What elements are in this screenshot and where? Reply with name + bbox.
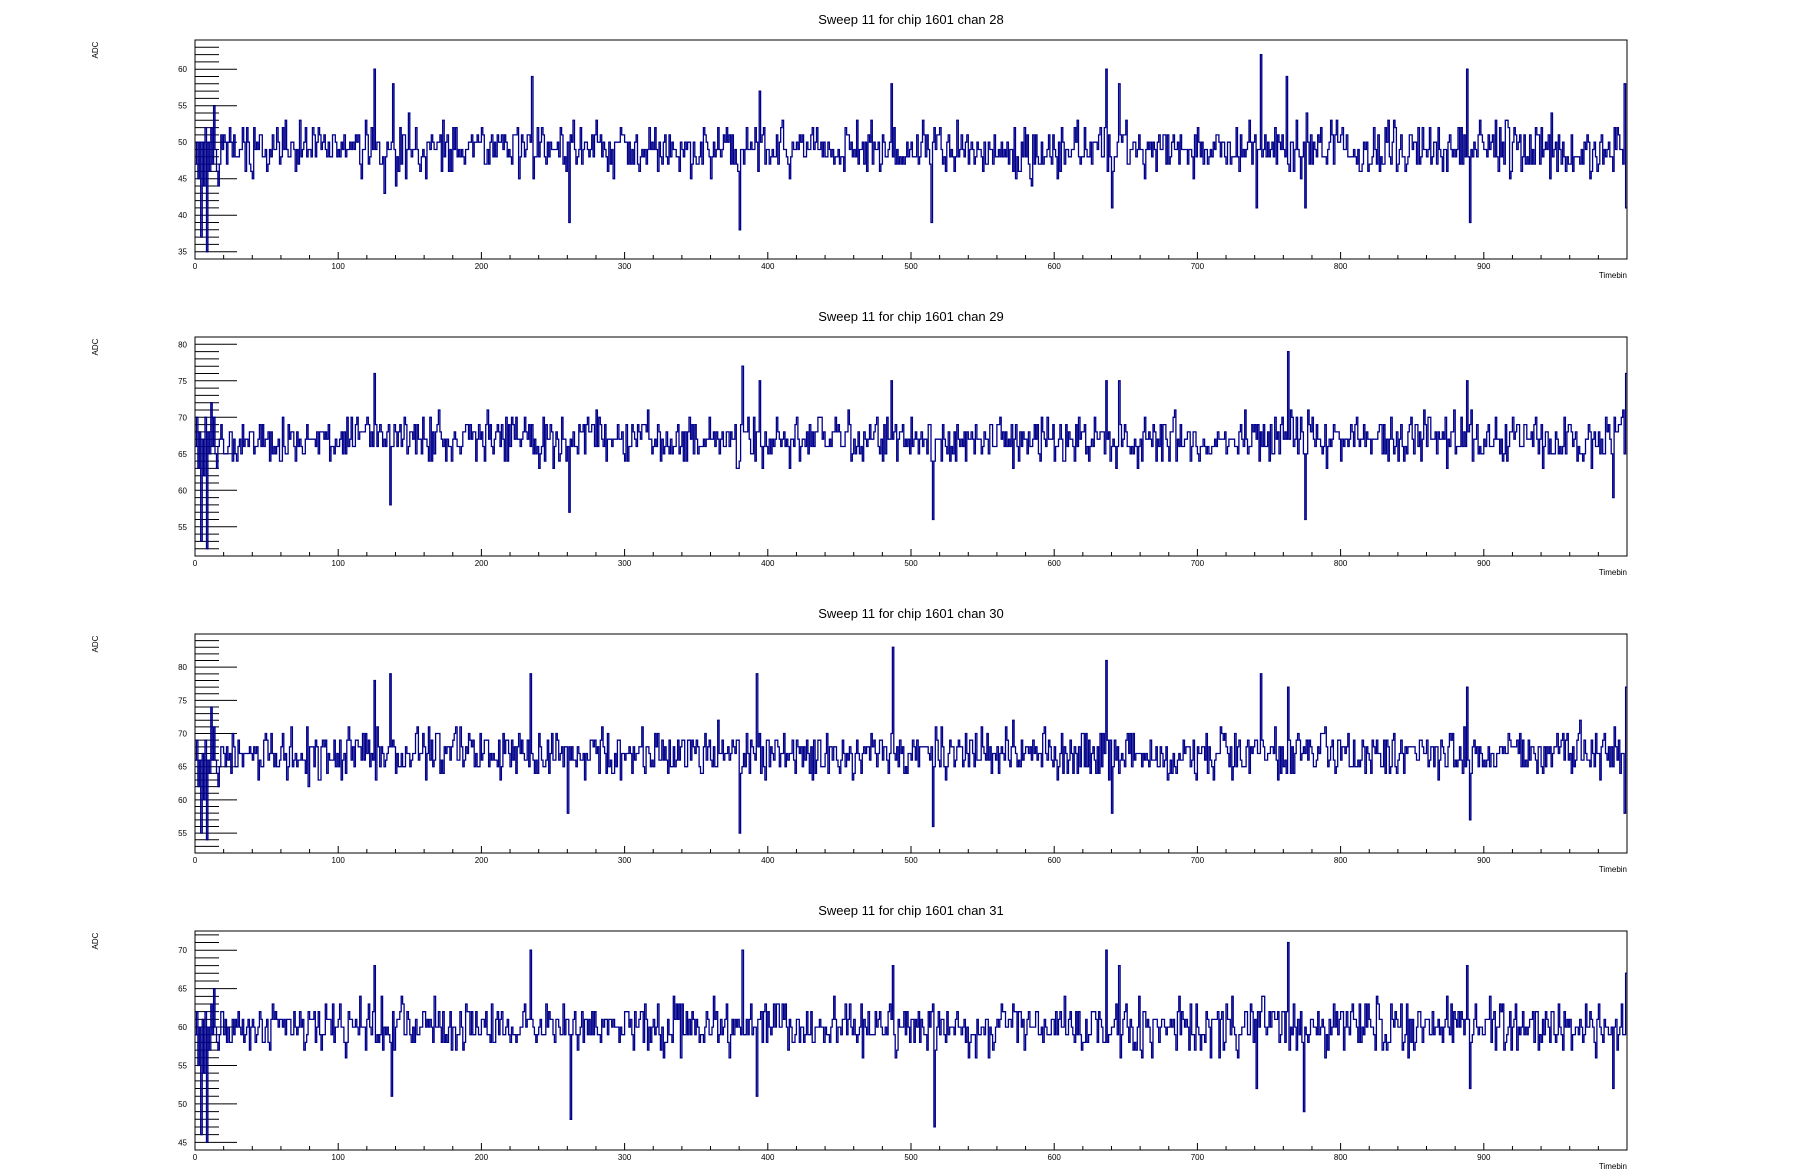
x-tick-label: 200 [475, 856, 489, 865]
y-tick-label: 45 [178, 1138, 187, 1147]
y-tick-label: 70 [178, 413, 187, 422]
x-tick-label: 600 [1048, 559, 1062, 568]
x-tick-label: 0 [193, 559, 198, 568]
y-tick-label: 50 [178, 138, 187, 147]
y-tick-label: 50 [178, 1100, 187, 1109]
x-tick-label: 800 [1334, 1153, 1348, 1162]
y-tick-label: 65 [178, 450, 187, 459]
x-tick-label: 200 [475, 559, 489, 568]
x-tick-label: 0 [193, 262, 198, 271]
y-tick-label: 80 [178, 663, 187, 672]
x-tick-label: 100 [332, 856, 346, 865]
x-tick-label: 400 [761, 262, 775, 271]
x-tick-label: 800 [1334, 559, 1348, 568]
x-axis-label: Timebin [1599, 568, 1627, 577]
x-tick-label: 700 [1191, 856, 1205, 865]
chart-title: Sweep 11 for chip 1601 chan 31 [818, 903, 1004, 918]
y-axis-label: ADC [91, 635, 100, 652]
x-tick-label: 200 [475, 262, 489, 271]
x-tick-label: 0 [193, 856, 198, 865]
x-tick-label: 300 [618, 559, 632, 568]
y-tick-label: 55 [178, 102, 187, 111]
y-axis-label: ADC [91, 41, 100, 58]
chart-title: Sweep 11 for chip 1601 chan 29 [818, 309, 1004, 324]
y-tick-label: 60 [178, 65, 187, 74]
x-axis-label: Timebin [1599, 1162, 1627, 1171]
chart-panel-chan-28: Sweep 11 for chip 1601 chan 28 ADC Timeb… [91, 12, 1628, 280]
adc-waveform [195, 941, 1627, 1143]
plot-frame [194, 633, 1628, 854]
y-tick-label: 60 [178, 486, 187, 495]
x-tick-label: 600 [1048, 1153, 1062, 1162]
chart-panel-chan-29: Sweep 11 for chip 1601 chan 29 ADC Timeb… [91, 309, 1628, 577]
x-tick-label: 600 [1048, 262, 1062, 271]
x-tick-label: 900 [1477, 1153, 1491, 1162]
chart-title: Sweep 11 for chip 1601 chan 30 [818, 606, 1004, 621]
y-tick-label: 55 [178, 829, 187, 838]
x-tick-label: 300 [618, 262, 632, 271]
x-tick-label: 500 [904, 262, 918, 271]
x-tick-label: 800 [1334, 262, 1348, 271]
tick-labels: 0 100 200 300 400 500 600 700 800 900 55 60 65 70 75 80 [178, 340, 1491, 568]
tick-labels: 0 100 200 300 400 500 600 700 800 900 55 60 65 70 75 80 [178, 663, 1491, 865]
y-tick-label: 65 [178, 985, 187, 994]
y-tick-label: 45 [178, 175, 187, 184]
y-tick-label: 70 [178, 730, 187, 739]
x-tick-label: 600 [1048, 856, 1062, 865]
adc-waveform [195, 350, 1627, 550]
x-tick-label: 900 [1477, 559, 1491, 568]
x-tick-label: 300 [618, 856, 632, 865]
x-tick-label: 700 [1191, 262, 1205, 271]
y-tick-label: 75 [178, 696, 187, 705]
y-tick-label: 55 [178, 1061, 187, 1070]
y-tick-label: 75 [178, 377, 187, 386]
x-tick-label: 0 [193, 1153, 198, 1162]
y-tick-label: 60 [178, 796, 187, 805]
x-tick-label: 500 [904, 559, 918, 568]
y-axis-label: ADC [91, 338, 100, 355]
x-tick-label: 900 [1477, 856, 1491, 865]
y-tick-label: 70 [178, 946, 187, 955]
x-tick-label: 100 [332, 559, 346, 568]
adc-waveform [195, 646, 1627, 841]
x-tick-label: 800 [1334, 856, 1348, 865]
chart-panel-chan-30: Sweep 11 for chip 1601 chan 30 ADC Timeb… [91, 606, 1628, 874]
y-tick-label: 60 [178, 1023, 187, 1032]
x-tick-label: 300 [618, 1153, 632, 1162]
tick-labels: 0 100 200 300 400 500 600 700 800 900 35 40 45 50 55 60 [178, 65, 1491, 271]
x-tick-label: 700 [1191, 559, 1205, 568]
chart-panel-chan-31: Sweep 11 for chip 1601 chan 31 ADC Timeb… [91, 903, 1628, 1171]
x-tick-label: 900 [1477, 262, 1491, 271]
x-tick-label: 400 [761, 1153, 775, 1162]
x-tick-label: 500 [904, 1153, 918, 1162]
axis-frame-and-ticks [194, 633, 1628, 854]
x-tick-label: 100 [332, 262, 346, 271]
x-tick-label: 500 [904, 856, 918, 865]
y-tick-label: 40 [178, 211, 187, 220]
x-axis-label: Timebin [1599, 271, 1627, 280]
y-tick-label: 55 [178, 523, 187, 532]
x-tick-label: 700 [1191, 1153, 1205, 1162]
tick-labels: 0 100 200 300 400 500 600 700 800 900 45 50 55 60 65 70 [178, 946, 1491, 1162]
adc-waveform [195, 53, 1627, 253]
y-axis-label: ADC [91, 932, 100, 949]
chart-title: Sweep 11 for chip 1601 chan 28 [818, 12, 1004, 27]
y-tick-label: 65 [178, 763, 187, 772]
x-tick-label: 200 [475, 1153, 489, 1162]
x-tick-label: 400 [761, 559, 775, 568]
x-tick-label: 400 [761, 856, 775, 865]
y-tick-label: 80 [178, 340, 187, 349]
x-tick-label: 100 [332, 1153, 346, 1162]
x-axis-label: Timebin [1599, 865, 1627, 874]
y-tick-label: 35 [178, 248, 187, 257]
